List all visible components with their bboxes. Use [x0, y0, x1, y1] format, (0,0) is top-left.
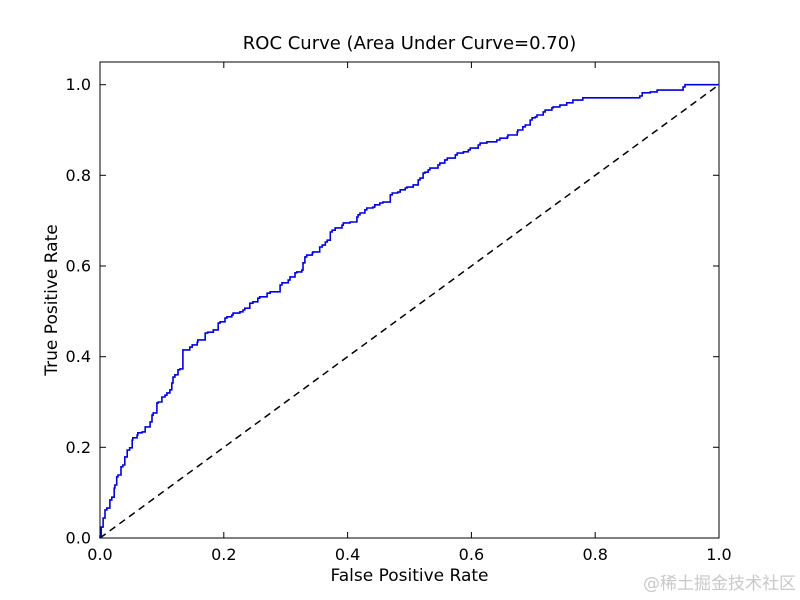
y-tick-label: 1.0 — [66, 75, 91, 94]
chance-diagonal-line — [99, 84, 720, 539]
y-tick-label: 0.6 — [66, 257, 91, 276]
x-tick-label: 0.4 — [335, 545, 360, 564]
x-tick-label: 0.0 — [87, 545, 112, 564]
roc-curve-line — [99, 83, 719, 538]
x-tick-label: 0.8 — [582, 545, 607, 564]
y-tick-label: 0.2 — [66, 438, 91, 457]
x-tick-label: 1.0 — [706, 545, 731, 564]
axes-frame — [99, 61, 720, 539]
x-axis-label: False Positive Rate — [330, 566, 489, 586]
watermark: @稀土掘金技术社区 — [643, 574, 796, 594]
x-tick-label: 0.2 — [211, 545, 236, 564]
y-tick-label: 0.4 — [66, 347, 91, 366]
y-tick-label: 0.0 — [66, 529, 91, 548]
y-axis-label: True Positive Rate — [42, 224, 62, 376]
chart-title: ROC Curve (Area Under Curve=0.70) — [242, 33, 577, 54]
x-tick-label: 0.6 — [459, 545, 484, 564]
y-tick-label: 0.8 — [66, 166, 91, 185]
